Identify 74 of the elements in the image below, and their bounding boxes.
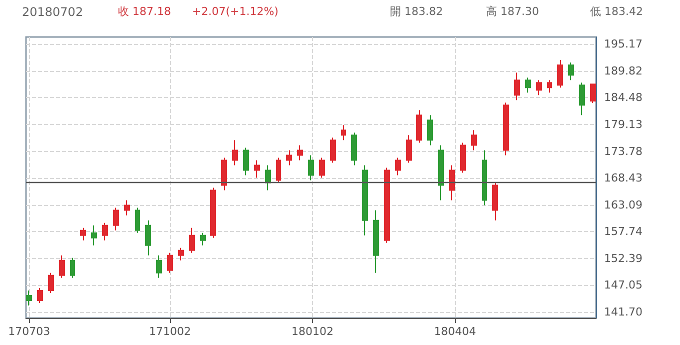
candlestick	[189, 227, 195, 254]
candlestick	[210, 187, 216, 238]
candlestick	[590, 83, 596, 104]
y-tick-label: 179.13	[604, 118, 642, 132]
candlestick	[557, 60, 563, 88]
candlestick	[286, 150, 292, 166]
y-tick-label: 173.78	[604, 144, 642, 158]
candlestick	[113, 207, 119, 231]
candlestick	[471, 130, 477, 151]
candlestick	[330, 137, 336, 164]
candlestick	[427, 114, 433, 146]
y-tick-label: 184.48	[604, 91, 642, 104]
text: +2.07(+1.12%)	[192, 5, 278, 18]
x-tick-label: 170703	[8, 325, 50, 338]
candlestick	[416, 110, 422, 144]
candlestick	[536, 80, 542, 96]
text: 收 187.18	[118, 5, 171, 18]
x-tick-label: 171002	[149, 325, 192, 338]
candlestick	[492, 182, 498, 221]
candlestick	[460, 142, 466, 174]
x-tick-label: 180102	[292, 325, 334, 338]
candlestick	[135, 207, 140, 234]
candlestick	[276, 157, 281, 184]
y-tick-label: 195.17	[604, 38, 642, 51]
y-tick-label: 163.09	[604, 198, 642, 212]
candlestick	[449, 164, 455, 201]
y-tick-label: 141.70	[604, 305, 642, 318]
candlestick	[178, 247, 184, 261]
candlestick	[70, 257, 75, 278]
candlestick	[579, 82, 585, 116]
candlestick	[395, 157, 401, 176]
candlestick	[37, 287, 43, 304]
candlestick	[254, 160, 260, 178]
candlestick	[265, 164, 271, 191]
chart-title: 20180702	[22, 5, 84, 19]
candlestick	[308, 154, 314, 181]
candlestick	[102, 222, 108, 241]
candlestick	[373, 210, 379, 274]
candlestick	[145, 220, 151, 256]
candlestick	[351, 132, 357, 166]
y-tick-label: 147.05	[604, 278, 642, 292]
candlestick	[341, 124, 346, 141]
candlestick	[80, 227, 86, 241]
y-tick-label: 168.43	[604, 172, 642, 185]
candlestick	[406, 134, 412, 164]
y-tick-label: 189.82	[604, 64, 642, 78]
candlestick	[503, 102, 509, 156]
candlestick	[167, 252, 173, 274]
candlestick	[525, 77, 531, 94]
candlestick	[48, 272, 54, 294]
candlestick	[319, 157, 325, 178]
candlestick	[156, 254, 162, 278]
candlestick	[221, 157, 227, 191]
text: 開 183.82	[390, 5, 443, 18]
candlestick	[26, 290, 32, 306]
candlestick	[568, 62, 574, 81]
candlestick	[514, 72, 520, 101]
text: 低 183.42	[590, 5, 643, 18]
candlestick	[232, 140, 238, 166]
candlestick	[482, 150, 487, 206]
candlestick	[124, 200, 130, 216]
x-tick-label: 180404	[434, 325, 476, 338]
text: 高 187.30	[486, 5, 539, 18]
candlestick	[91, 224, 97, 246]
candlestick	[438, 144, 444, 201]
candlestick	[547, 80, 552, 94]
candlestick	[243, 147, 249, 176]
candlestick	[384, 167, 390, 244]
candlestick	[200, 232, 206, 246]
y-tick-label: 152.39	[604, 252, 642, 265]
candlestick	[362, 164, 368, 236]
candlestick	[297, 144, 303, 161]
candlestick	[59, 254, 65, 278]
y-tick-label: 157.74	[604, 225, 642, 238]
